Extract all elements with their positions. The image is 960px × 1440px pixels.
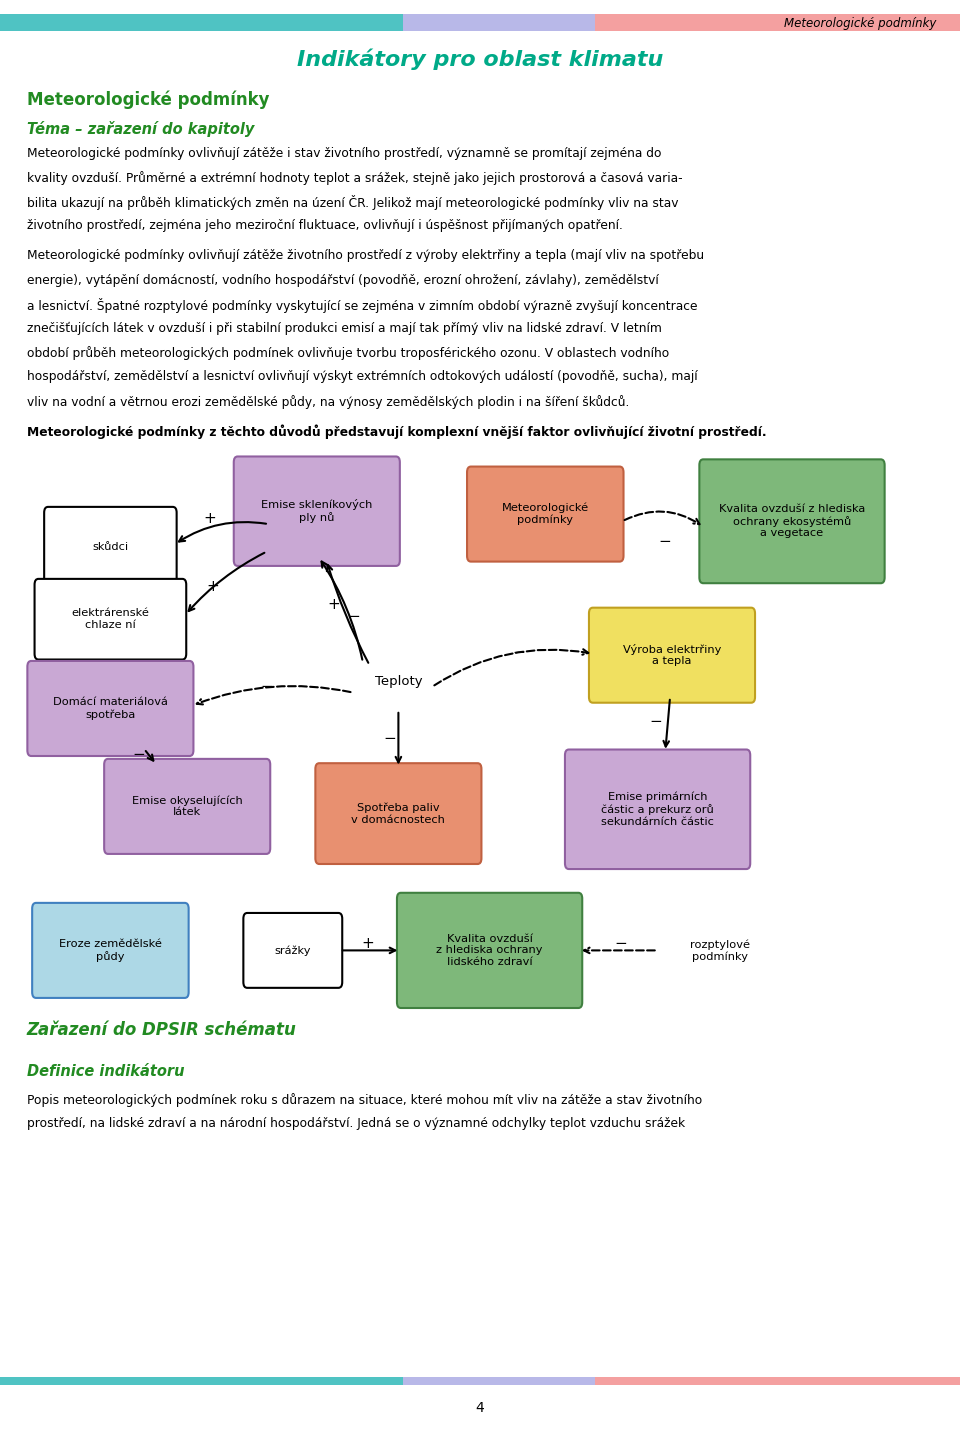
Text: −: − <box>649 714 662 729</box>
Text: znečišťujících látek v ovzduší i při stabilní produkci emisí a mají tak přímý vl: znečišťujících látek v ovzduší i při sta… <box>27 323 661 336</box>
Text: bilita ukazují na průběh klimatických změn na úzení ČR. Jelikož mají meteorologi: bilita ukazují na průběh klimatických zm… <box>27 196 679 210</box>
Text: Emise okyselujících
látek: Emise okyselujících látek <box>132 795 243 818</box>
Text: −: − <box>383 732 396 746</box>
Text: Emise skleníkových
ply nů: Emise skleníkových ply nů <box>261 500 372 523</box>
Text: +: + <box>203 511 216 526</box>
Text: Meteorologické podmínky ovlivňují zátěže životního prostředí z výroby elektrřiny: Meteorologické podmínky ovlivňují zátěže… <box>27 249 704 262</box>
Text: Emise primárních
částic a prekurz orů
sekundárních částic: Emise primárních částic a prekurz orů se… <box>601 792 714 827</box>
Text: elektrárenské
chlaze ní: elektrárenské chlaze ní <box>71 608 150 631</box>
FancyBboxPatch shape <box>33 903 188 998</box>
Text: Domácí materiálová
spotřeba: Domácí materiálová spotřeba <box>53 697 168 720</box>
FancyBboxPatch shape <box>44 507 177 588</box>
FancyBboxPatch shape <box>588 608 755 703</box>
FancyBboxPatch shape <box>654 913 786 988</box>
Text: Kvalita ovzduší z hlediska
ochrany ekosystémů
a vegetace: Kvalita ovzduší z hlediska ochrany ekosy… <box>719 504 865 539</box>
Text: a lesnictví. Špatné rozptylové podmínky vyskytující se zejména v zimním období v: a lesnictví. Špatné rozptylové podmínky … <box>27 298 697 312</box>
FancyBboxPatch shape <box>595 1377 960 1385</box>
Text: Meteorologické podmínky: Meteorologické podmínky <box>27 91 270 109</box>
Text: prostředí, na lidské zdraví a na národní hospodářství. Jedná se o významné odchy: prostředí, na lidské zdraví a na národní… <box>27 1117 685 1130</box>
Text: Meteorologické
podmínky: Meteorologické podmínky <box>502 503 588 526</box>
Text: období průběh meteorologických podmínek ovlivňuje tvorbu troposférického ozonu. : období průběh meteorologických podmínek … <box>27 346 669 360</box>
Text: Definice indikátoru: Definice indikátoru <box>27 1064 184 1079</box>
FancyBboxPatch shape <box>234 456 399 566</box>
FancyBboxPatch shape <box>0 1377 403 1385</box>
Text: Teploty: Teploty <box>374 674 422 688</box>
Text: +: + <box>361 936 374 950</box>
Text: rozptylové
podmínky: rozptylové podmínky <box>690 939 750 962</box>
FancyBboxPatch shape <box>27 661 193 756</box>
FancyBboxPatch shape <box>403 14 595 30</box>
Text: 4: 4 <box>475 1401 485 1416</box>
Text: skůdci: skůdci <box>92 543 129 552</box>
FancyBboxPatch shape <box>467 467 624 562</box>
Text: Kvalita ovzduší
z hlediska ochrany
lidského zdraví: Kvalita ovzduší z hlediska ochrany lidsk… <box>437 933 542 968</box>
Text: Meteorologické podmínky: Meteorologické podmínky <box>783 16 936 30</box>
Text: Indikátory pro oblast klimatu: Indikátory pro oblast klimatu <box>297 49 663 69</box>
FancyBboxPatch shape <box>0 14 403 30</box>
FancyBboxPatch shape <box>699 459 885 583</box>
FancyBboxPatch shape <box>315 763 481 864</box>
FancyBboxPatch shape <box>104 759 271 854</box>
Text: −: − <box>260 680 274 694</box>
Text: Popis meteorologických podmínek roku s důrazem na situace, které mohou mít vliv : Popis meteorologických podmínek roku s d… <box>27 1093 702 1107</box>
Text: −: − <box>132 747 146 762</box>
Text: kvality ovzduší. Průměrné a extrémní hodnoty teplot a srážek, stejně jako jejich: kvality ovzduší. Průměrné a extrémní hod… <box>27 171 683 186</box>
FancyBboxPatch shape <box>564 749 751 868</box>
Text: Téma – zařazení do kapitoly: Téma – zařazení do kapitoly <box>27 121 254 137</box>
FancyBboxPatch shape <box>403 1377 595 1385</box>
Text: −: − <box>614 936 628 950</box>
Text: −: − <box>658 534 671 549</box>
Text: +: + <box>327 598 341 612</box>
Text: +: + <box>206 579 220 593</box>
Text: životního prostředí, zejména jeho meziroční fluktuace, ovlivňují i úspěšnost při: životního prostředí, zejména jeho meziro… <box>27 219 623 232</box>
Text: energie), vytápění domácností, vodního hospodářství (povodňě, erozní ohrožení, z: energie), vytápění domácností, vodního h… <box>27 274 659 287</box>
Text: hospodářství, zemědělství a lesnictví ovlivňují výskyt extrémních odtokových udá: hospodářství, zemědělství a lesnictví ov… <box>27 370 698 383</box>
Text: Eroze zemědělské
půdy: Eroze zemědělské půdy <box>59 939 162 962</box>
Text: −: − <box>512 645 525 660</box>
Text: srážky: srážky <box>275 945 311 956</box>
FancyBboxPatch shape <box>397 893 582 1008</box>
Text: Spotřeba paliv
v domácnostech: Spotřeba paliv v domácnostech <box>351 802 445 825</box>
FancyBboxPatch shape <box>595 14 960 30</box>
Text: Zařazení do DPSIR schématu: Zařazení do DPSIR schématu <box>27 1021 297 1040</box>
Text: Meteorologické podmínky ovlivňují zátěže i stav životního prostředí, významně se: Meteorologické podmínky ovlivňují zátěže… <box>27 147 661 160</box>
FancyBboxPatch shape <box>244 913 342 988</box>
Text: vliv na vodní a větrnou erozi zemědělské půdy, na výnosy zemědělských plodin i n: vliv na vodní a větrnou erozi zemědělské… <box>27 395 629 409</box>
Text: Meteorologické podmínky z těchto důvodů představují komplexní vnější faktor ovli: Meteorologické podmínky z těchto důvodů … <box>27 425 766 439</box>
FancyBboxPatch shape <box>35 579 186 660</box>
Text: Výroba elektrřiny
a tepla: Výroba elektrřiny a tepla <box>623 644 721 667</box>
Text: −: − <box>347 609 360 624</box>
